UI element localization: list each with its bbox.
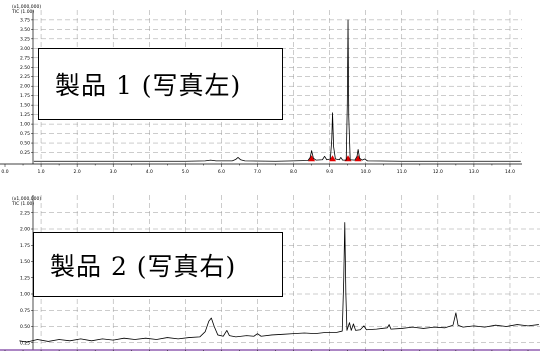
y-tick-label: 3.25 [20,36,30,42]
y-tick-label: 2.75 [20,55,30,61]
x-tick-label: 1.0 [37,169,44,175]
sample-label: 製品 2 (写真右) [50,251,237,281]
y-tick-label: 1.00 [20,122,30,128]
sample-label-box: 製品 2 (写真右) [33,232,283,297]
sample-label-box: 製品 1 (写真左) [38,48,283,120]
x-tick-label: 5.0 [182,169,189,175]
scale-note: (x1,000,000) [12,4,41,10]
x-tick-label: 14.0 [505,169,515,175]
x-tick-label: 2.0 [74,169,81,175]
y-tick-label: 1.75 [20,93,30,99]
x-tick-label: 13.0 [469,169,479,175]
trace-label: TIC (1.00) [11,9,34,15]
y-tick-label: 3.75 [20,17,30,23]
y-tick-label: 0.50 [20,324,30,330]
y-tick-label: 0.75 [20,308,30,314]
x-tick-label: 0.0 [1,169,8,175]
y-tick-label: 2.25 [20,74,30,80]
chromatogram-trace [19,222,539,343]
x-tick-label: 3.0 [110,169,117,175]
x-tick-label: 4.0 [146,169,153,175]
y-tick-label: 1.50 [20,103,30,109]
y-tick-label: 0.75 [20,131,30,137]
y-tick-label: 2.25 [20,210,30,216]
y-tick-label: 3.50 [20,27,30,33]
integration-mark [329,155,337,162]
scale-note: (x1,000,000) [12,196,41,202]
y-tick-label: 2.00 [20,84,30,90]
y-tick-label: 0.50 [20,141,30,147]
integration-mark [308,155,316,162]
y-tick-label: 1.25 [20,112,30,118]
integration-mark [354,155,362,162]
y-tick-label: 3.00 [20,46,30,52]
x-tick-label: 6.0 [218,169,225,175]
y-tick-label: 1.50 [20,259,30,265]
y-tick-label: 2.50 [20,65,30,71]
x-tick-label: 8.0 [290,169,297,175]
y-tick-label: 0.25 [20,150,30,156]
trace-label: TIC (1.00) [11,201,34,207]
x-tick-label: 11.0 [397,169,407,175]
y-tick-label: 0.25 [20,340,30,346]
y-tick-label: 1.00 [20,292,30,298]
sample-label: 製品 1 (写真左) [55,71,242,100]
x-tick-label: 7.0 [254,169,261,175]
y-tick-label: 1.75 [20,243,30,249]
x-tick-label: 9.0 [326,169,333,175]
x-tick-label: 10.0 [361,169,371,175]
x-tick-label: 12.0 [433,169,443,175]
y-tick-label: 1.25 [20,275,30,281]
chromatogram-trace [33,19,521,162]
y-tick-label: 2.00 [20,227,30,233]
